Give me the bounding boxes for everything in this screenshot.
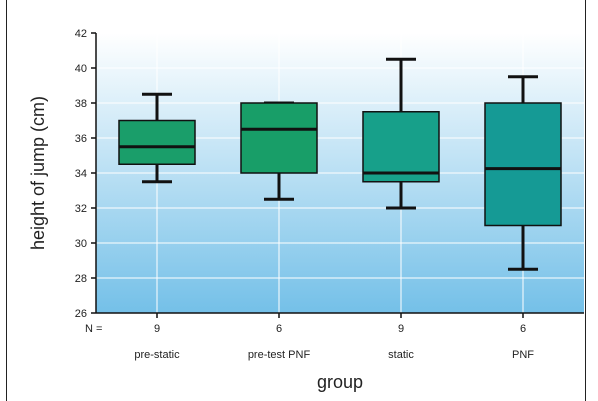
y-tick-label: 26	[75, 308, 87, 320]
n-value-label: 6	[520, 323, 526, 335]
n-value-label: 6	[276, 323, 282, 335]
iqr-box	[241, 103, 317, 173]
y-tick-label: 28	[75, 273, 87, 285]
x-category-labels: 9 pre-static 6 pre-test PNF 9 static 6 PNF	[134, 313, 534, 361]
x-category-label: pre-static	[134, 349, 180, 361]
x-category-label: pre-test PNF	[248, 349, 311, 361]
y-tick-label: 40	[75, 63, 87, 75]
y-axis-title: height of jump (cm)	[28, 96, 48, 250]
iqr-box	[363, 112, 439, 182]
y-tick-label: 34	[75, 168, 87, 180]
y-ticks: 26 28 30 32 34 36 38 40 42	[75, 28, 96, 320]
x-category-label: static	[388, 349, 414, 361]
n-value-label: 9	[154, 323, 160, 335]
y-tick-label: 36	[75, 133, 87, 145]
iqr-box	[119, 121, 195, 165]
n-equals-label: N =	[85, 323, 102, 335]
x-category-label: PNF	[512, 349, 534, 361]
y-tick-label: 30	[75, 238, 87, 250]
y-tick-label: 42	[75, 28, 87, 40]
n-value-label: 9	[398, 323, 404, 335]
iqr-box	[485, 103, 561, 226]
x-axis-title: group	[317, 372, 363, 392]
y-tick-label: 32	[75, 203, 87, 215]
y-tick-label: 38	[75, 98, 87, 110]
